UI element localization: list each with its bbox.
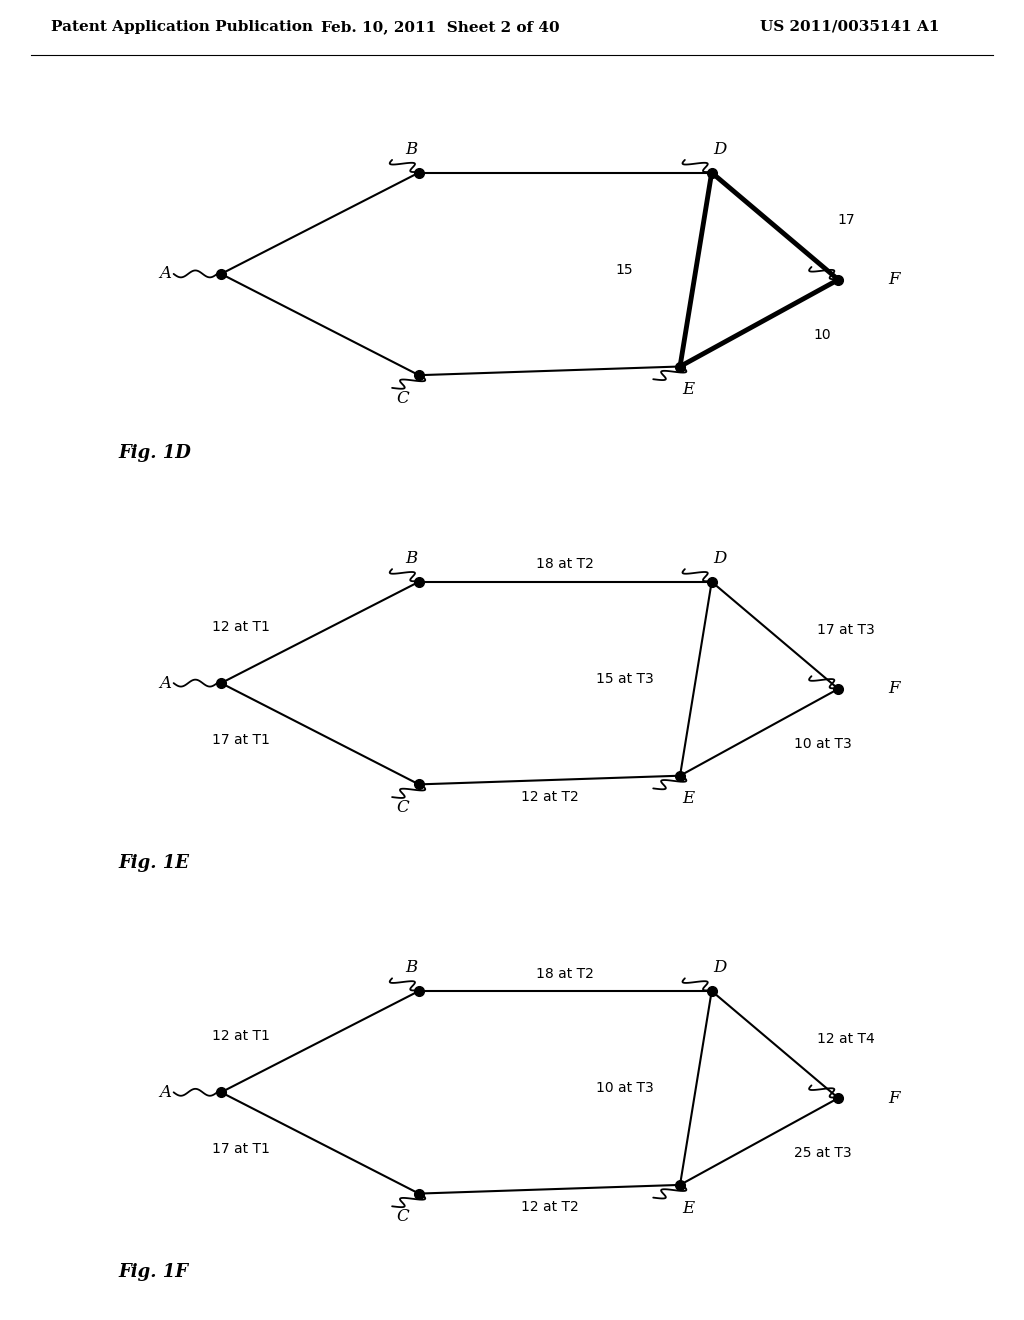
- Text: 18 at T2: 18 at T2: [537, 966, 594, 981]
- Text: C: C: [396, 1208, 410, 1225]
- Text: 12 at T2: 12 at T2: [520, 791, 579, 804]
- Text: 25 at T3: 25 at T3: [794, 1146, 851, 1160]
- Text: B: B: [404, 550, 417, 568]
- Text: Feb. 10, 2011  Sheet 2 of 40: Feb. 10, 2011 Sheet 2 of 40: [321, 20, 560, 34]
- Text: A: A: [160, 265, 172, 282]
- Text: A: A: [160, 675, 172, 692]
- Text: 15: 15: [615, 263, 634, 277]
- Text: Fig. 1D: Fig. 1D: [118, 445, 191, 462]
- Text: 12 at T1: 12 at T1: [212, 1028, 269, 1043]
- Text: C: C: [396, 799, 410, 816]
- Text: F: F: [888, 1089, 899, 1106]
- Text: F: F: [888, 680, 899, 697]
- Text: C: C: [396, 389, 410, 407]
- Text: 17 at T1: 17 at T1: [212, 1142, 269, 1156]
- Text: D: D: [713, 141, 726, 158]
- Text: 12 at T4: 12 at T4: [817, 1032, 876, 1045]
- Text: Fig. 1F: Fig. 1F: [118, 1263, 188, 1280]
- Text: 12 at T2: 12 at T2: [520, 1200, 579, 1213]
- Text: US 2011/0035141 A1: US 2011/0035141 A1: [760, 20, 940, 34]
- Text: D: D: [713, 960, 726, 977]
- Text: 10: 10: [814, 327, 831, 342]
- Text: 17 at T1: 17 at T1: [212, 733, 269, 747]
- Text: E: E: [682, 1200, 694, 1217]
- Text: E: E: [682, 791, 694, 808]
- Text: A: A: [160, 1084, 172, 1101]
- Text: Patent Application Publication: Patent Application Publication: [51, 20, 313, 34]
- Text: D: D: [713, 550, 726, 568]
- Text: 18 at T2: 18 at T2: [537, 557, 594, 572]
- Text: 10 at T3: 10 at T3: [596, 1081, 653, 1096]
- Text: 10 at T3: 10 at T3: [794, 737, 851, 751]
- Text: E: E: [682, 381, 694, 399]
- Text: 17 at T3: 17 at T3: [817, 623, 876, 636]
- Text: 12 at T1: 12 at T1: [212, 619, 269, 634]
- Text: B: B: [404, 960, 417, 977]
- Text: 17: 17: [838, 214, 855, 227]
- Text: F: F: [888, 271, 899, 288]
- Text: Fig. 1E: Fig. 1E: [118, 854, 189, 871]
- Text: 15 at T3: 15 at T3: [596, 672, 653, 686]
- Text: B: B: [404, 141, 417, 158]
